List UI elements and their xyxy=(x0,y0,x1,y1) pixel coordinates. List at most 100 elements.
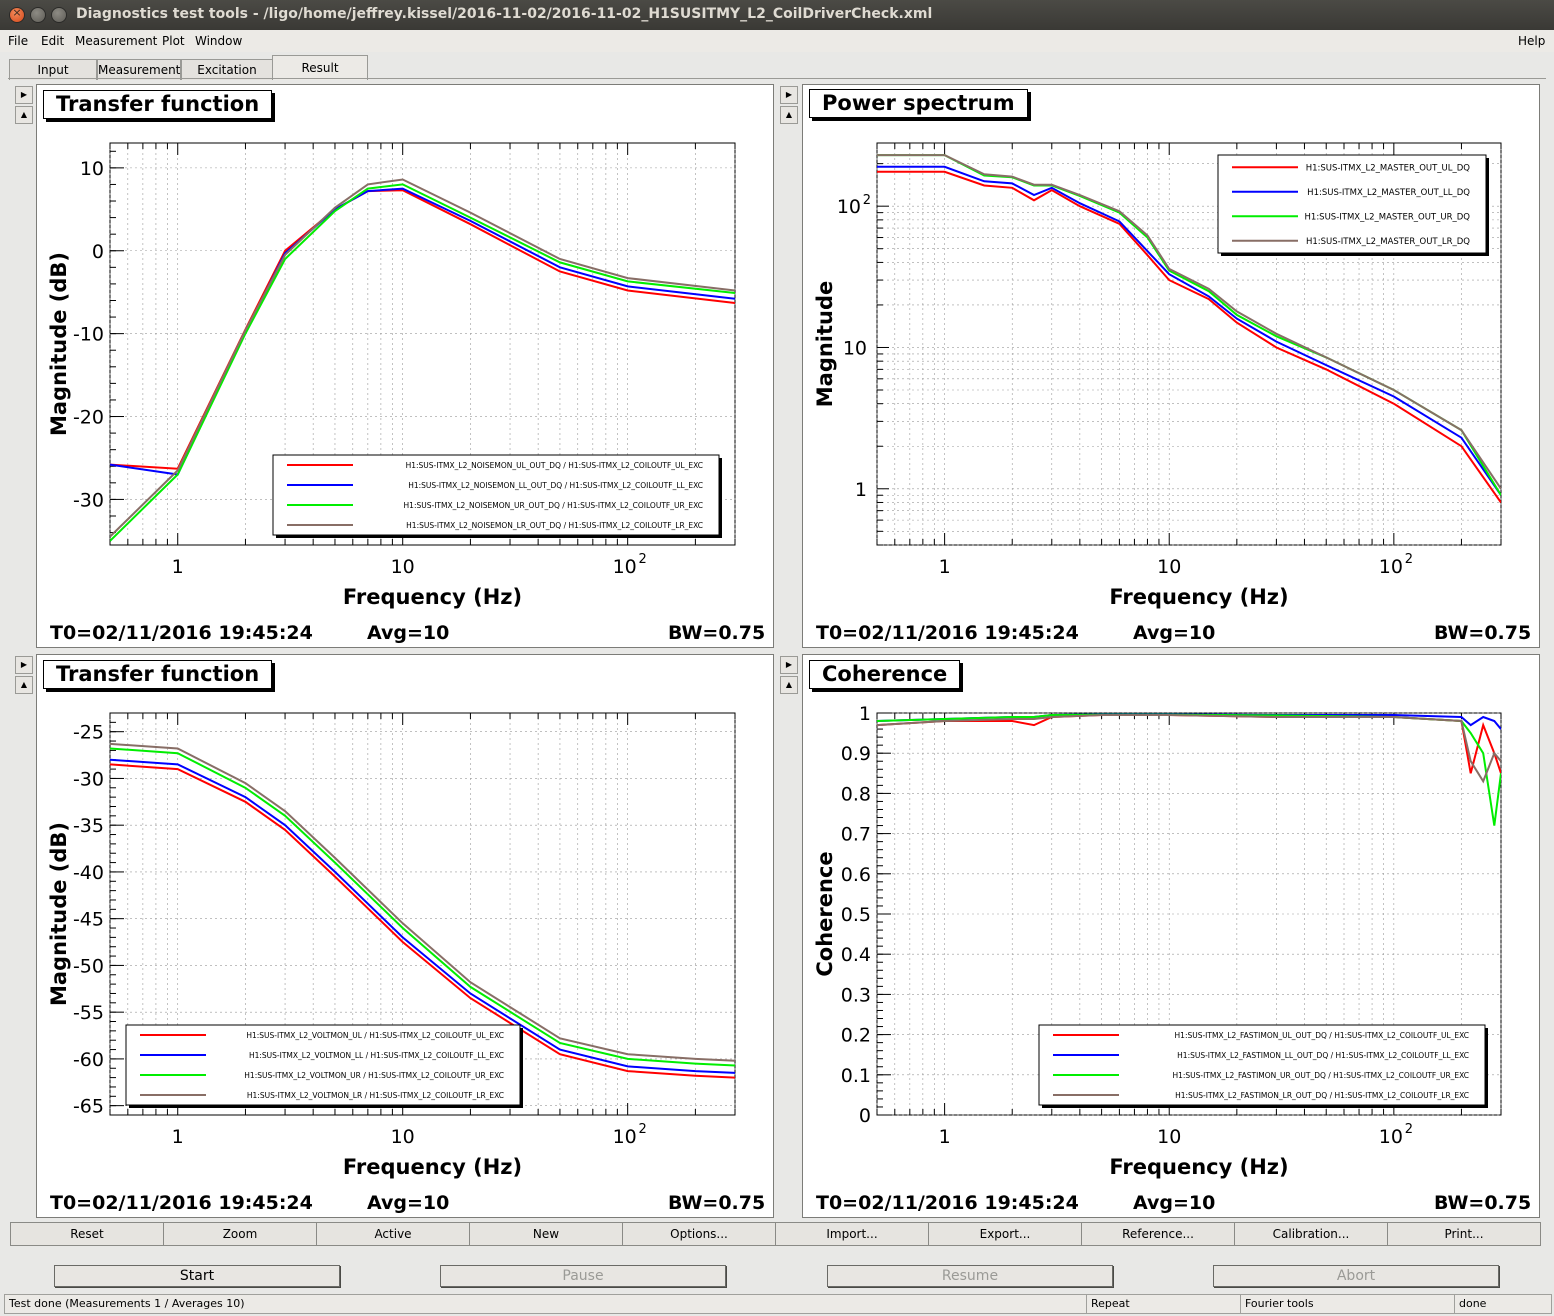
menu-file[interactable]: File xyxy=(8,34,29,48)
tab-excitation[interactable]: Excitation xyxy=(181,59,273,80)
export-button[interactable]: Export... xyxy=(928,1222,1082,1246)
menu-plot[interactable]: Plot xyxy=(162,34,185,48)
minimize-window-button[interactable] xyxy=(30,7,46,23)
reset-button[interactable]: Reset xyxy=(10,1222,164,1246)
print-button[interactable]: Print... xyxy=(1387,1222,1541,1246)
y-tick-label: 10 xyxy=(837,196,861,218)
y-tick-label-exponent: 2 xyxy=(863,193,871,208)
y-tick-label: -30 xyxy=(73,489,104,511)
close-window-button[interactable]: × xyxy=(9,6,25,23)
legend-entry-1: H1:SUS-ITMX_L2_FASTIMON_UL_OUT_DQ / H1:S… xyxy=(1175,1031,1469,1040)
pad-prev-button-4[interactable]: ▲ xyxy=(780,676,798,694)
y-tick-label: -25 xyxy=(73,722,104,744)
new-button[interactable]: New xyxy=(469,1222,623,1246)
menu-edit[interactable]: Edit xyxy=(41,34,65,48)
y-tick-label: 0.1 xyxy=(841,1065,871,1087)
chart-transfer-function-voltmon: 1 10 10 2-25-30-35-40-45-50-55-60-65Frequen… xyxy=(47,712,736,1179)
start-button[interactable]: Start xyxy=(54,1265,340,1287)
pad-prev-button-1[interactable]: ▲ xyxy=(15,106,33,124)
pad-next-button-4[interactable]: ▶ xyxy=(780,656,798,674)
arrow-right-icon: ▶ xyxy=(785,90,793,99)
resume-button[interactable]: Resume xyxy=(827,1265,1113,1287)
arrow-right-icon: ▶ xyxy=(20,660,28,669)
y-tick-label: 0.7 xyxy=(841,824,871,846)
arrow-right-icon: ▶ xyxy=(785,660,793,669)
pad-prev-button-3[interactable]: ▲ xyxy=(15,676,33,694)
x-tick-label: 10 xyxy=(1157,556,1181,578)
x-tick-label: 1 xyxy=(939,1126,951,1148)
x-tick-label: 10 xyxy=(1157,1126,1181,1148)
options-button[interactable]: Options... xyxy=(622,1222,776,1246)
y-tick-label: -45 xyxy=(73,909,104,931)
legend-entry-4: H1:SUS-ITMX_L2_FASTIMON_LR_OUT_DQ / H1:S… xyxy=(1175,1091,1469,1100)
x-tick-label: 1 xyxy=(939,556,951,578)
pad-prev-button-2[interactable]: ▲ xyxy=(780,106,798,124)
tab-input[interactable]: Input xyxy=(9,59,97,80)
y-axis-label: Coherence xyxy=(813,851,837,976)
y-axis-label: Magnitude xyxy=(813,281,837,408)
y-tick-label: 0.3 xyxy=(841,984,871,1006)
y-tick-label: 0.6 xyxy=(841,864,871,886)
calibration-button[interactable]: Calibration... xyxy=(1234,1222,1388,1246)
y-tick-label: 0.9 xyxy=(841,743,871,765)
pause-button[interactable]: Pause xyxy=(440,1265,726,1287)
menu-bar: File Edit Measurement Plot Window Help xyxy=(0,30,1554,52)
arrow-up-icon: ▲ xyxy=(20,680,28,689)
panel-2-bw: BW=0.75 xyxy=(1434,622,1532,644)
tab-divider xyxy=(8,78,1546,79)
legend-entry-3: H1:SUS-ITMX_L2_NOISEMON_UR_OUT_DQ / H1:S… xyxy=(404,501,703,510)
y-tick-label: 0 xyxy=(859,1105,871,1127)
maximize-window-button[interactable] xyxy=(51,7,67,23)
menu-help[interactable]: Help xyxy=(1518,34,1546,48)
active-button[interactable]: Active xyxy=(316,1222,470,1246)
y-tick-label: -20 xyxy=(73,407,104,429)
legend-entry-4: H1:SUS-ITMX_L2_VOLTMON_LR / H1:SUS-ITMX_… xyxy=(247,1091,504,1100)
panel-2-t0: T0=02/11/2016 19:45:24 xyxy=(816,622,1079,644)
panel-1-bw: BW=0.75 xyxy=(668,622,766,644)
status-tool: Fourier tools xyxy=(1240,1294,1456,1314)
x-tick-label: 10 xyxy=(613,1126,637,1148)
x-tick-label-exponent: 2 xyxy=(1405,552,1413,567)
legend-entry-2: H1:SUS-ITMX_L2_VOLTMON_LL / H1:SUS-ITMX_… xyxy=(249,1051,504,1060)
legend-entry-1: H1:SUS-ITMX_L2_NOISEMON_UL_OUT_DQ / H1:S… xyxy=(406,461,703,470)
panel-3-t0: T0=02/11/2016 19:45:24 xyxy=(50,1192,313,1214)
status-main: Test done (Measurements 1 / Averages 10) xyxy=(4,1294,1088,1314)
menu-window[interactable]: Window xyxy=(195,34,243,48)
legend-entry-3: H1:SUS-ITMX_L2_VOLTMON_UR / H1:SUS-ITMX_… xyxy=(244,1071,504,1080)
y-tick-label: -10 xyxy=(73,324,104,346)
plot-toolbar: Reset Zoom Active New Options... Import.… xyxy=(10,1222,1542,1246)
y-tick-label: 10 xyxy=(80,158,104,180)
reference-button[interactable]: Reference... xyxy=(1081,1222,1235,1246)
pad-next-button-3[interactable]: ▶ xyxy=(15,656,33,674)
menu-measurement[interactable]: Measurement xyxy=(75,34,158,48)
series-line-4 xyxy=(877,714,1501,784)
tab-result[interactable]: Result xyxy=(272,55,368,80)
legend-entry-3: H1:SUS-ITMX_L2_MASTER_OUT_UR_DQ xyxy=(1305,212,1471,222)
x-tick-label: 10 xyxy=(391,556,415,578)
y-tick-label: 0.2 xyxy=(841,1025,871,1047)
series-line-2 xyxy=(110,758,735,1074)
series-line-4 xyxy=(877,154,1501,490)
status-bar: Test done (Measurements 1 / Averages 10)… xyxy=(0,1294,1554,1314)
x-tick-label: 10 xyxy=(391,1126,415,1148)
series-line-4 xyxy=(110,742,735,1062)
series-line-2 xyxy=(877,165,1501,496)
x-tick-label: 1 xyxy=(172,556,184,578)
abort-button[interactable]: Abort xyxy=(1213,1265,1499,1287)
legend-entry-4: H1:SUS-ITMX_L2_MASTER_OUT_LR_DQ xyxy=(1306,237,1470,247)
series-line-4 xyxy=(110,178,735,538)
legend-box xyxy=(272,454,720,536)
pad-next-button-1[interactable]: ▶ xyxy=(15,86,33,104)
import-button[interactable]: Import... xyxy=(775,1222,929,1246)
tab-measurement[interactable]: Measurement xyxy=(97,59,181,80)
y-tick-label: -55 xyxy=(73,1002,104,1024)
legend-box xyxy=(125,1024,521,1106)
panel-4-bw: BW=0.75 xyxy=(1434,1192,1532,1214)
y-axis-label: Magnitude (dB) xyxy=(47,252,71,436)
legend-box xyxy=(1038,1024,1486,1106)
zoom-button[interactable]: Zoom xyxy=(163,1222,317,1246)
panel-2-avg: Avg=10 xyxy=(1133,622,1216,644)
pad-next-button-2[interactable]: ▶ xyxy=(780,86,798,104)
arrow-up-icon: ▲ xyxy=(785,680,793,689)
